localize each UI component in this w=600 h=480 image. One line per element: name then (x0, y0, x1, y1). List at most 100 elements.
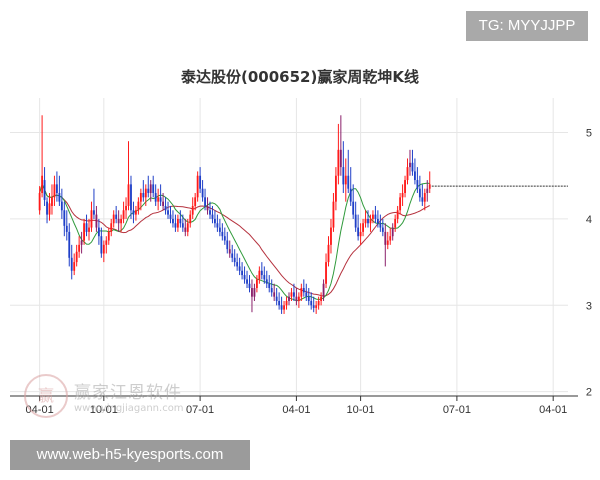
candle-body (164, 205, 167, 211)
candle-body (330, 227, 332, 245)
candle-body (273, 292, 276, 297)
candle-body (38, 193, 41, 211)
candle-body (179, 218, 182, 224)
candle-body (255, 279, 258, 289)
candle-body (233, 257, 236, 263)
candle-body (310, 300, 313, 306)
candle-body (268, 283, 271, 289)
candle-body (258, 270, 261, 280)
candle-body (246, 279, 248, 284)
candle-body (320, 296, 323, 301)
candle-body (300, 288, 303, 297)
x-tick-label: 07-01 (186, 404, 214, 416)
candle-body (248, 283, 251, 289)
candle-body (317, 300, 320, 306)
candle-body (107, 231, 110, 241)
candle-body (265, 279, 268, 284)
ma-line-short (39, 182, 430, 302)
candle-body (122, 210, 125, 219)
candle-body (130, 184, 132, 211)
candle-body (362, 223, 364, 232)
ma-line-long (39, 183, 430, 297)
candle-body (354, 214, 357, 228)
axes: 2 3 4 5 04-01 10-01 07-01 04-01 10-01 07-01 04-01 (10, 128, 592, 416)
candle-body (144, 188, 147, 198)
candle-body (201, 188, 204, 198)
candle-body (228, 249, 231, 254)
candle-body (152, 184, 155, 194)
candle-body (352, 201, 355, 215)
candle-body (302, 288, 305, 293)
candle-body (196, 175, 199, 198)
candle-body (149, 184, 152, 194)
candle-body (263, 275, 266, 280)
candle-body (251, 288, 253, 297)
x-tick-label: 04-01 (539, 404, 567, 416)
candle-body (409, 162, 411, 168)
candle-body (236, 262, 239, 267)
candle-body (206, 205, 209, 211)
candle-body (55, 184, 58, 194)
candle-body (394, 218, 397, 228)
candle-body (334, 175, 337, 202)
candle-body (364, 218, 367, 224)
candle-body (423, 193, 426, 202)
candle-body (157, 197, 160, 202)
candle-body (181, 223, 184, 228)
candle-body (97, 227, 100, 237)
candle-body (65, 225, 68, 232)
candle-body (260, 270, 263, 276)
candle-body (280, 305, 283, 310)
candle-body (339, 149, 342, 168)
footer-url-banner[interactable]: www.web-h5-kyesports.com (10, 440, 250, 470)
candle-body (381, 227, 384, 232)
candle-body (134, 210, 137, 215)
candle-body (75, 251, 78, 263)
candle-body (349, 188, 352, 202)
candle-body (312, 305, 315, 308)
candle-body (238, 266, 241, 271)
candle-body (93, 210, 95, 215)
candle-body (231, 253, 234, 258)
candle-body (204, 197, 206, 206)
candle-body (226, 240, 229, 250)
candle-body (327, 244, 330, 263)
candle-body (63, 210, 66, 226)
candle-body (297, 296, 300, 301)
y-tick-label: 3 (586, 300, 592, 312)
candle-body (211, 214, 214, 219)
candle-body (53, 184, 56, 198)
candle-body (88, 227, 90, 232)
candle-body (372, 214, 374, 219)
candle-body (344, 175, 347, 185)
y-tick-label: 4 (586, 214, 592, 226)
telegram-badge: TG: MYYJJPP (466, 11, 588, 41)
candle-body (125, 205, 127, 211)
candle-body (120, 218, 123, 224)
candle-body (293, 292, 295, 297)
candle-body (379, 223, 382, 228)
candle-body (218, 227, 221, 232)
candle-body (325, 262, 327, 284)
candle-body (95, 214, 98, 228)
candle-body (391, 227, 394, 237)
candle-body (78, 244, 81, 252)
x-tick-label: 10-01 (90, 404, 118, 416)
candle-body (209, 210, 211, 215)
candle-body (357, 227, 360, 237)
candle-body (172, 218, 174, 224)
candle-body (359, 231, 362, 237)
candle-body (83, 223, 85, 241)
x-tick-label: 04-01 (282, 404, 310, 416)
candle-body (105, 240, 108, 245)
candle-body (100, 236, 103, 254)
y-tick-label: 5 (586, 128, 592, 140)
candle-body (374, 214, 377, 219)
candle-body (68, 231, 71, 258)
candle-body (70, 257, 73, 271)
candle-body (137, 201, 140, 211)
candle-body (132, 210, 135, 215)
candle-body (367, 218, 369, 224)
candle-body (154, 193, 157, 202)
